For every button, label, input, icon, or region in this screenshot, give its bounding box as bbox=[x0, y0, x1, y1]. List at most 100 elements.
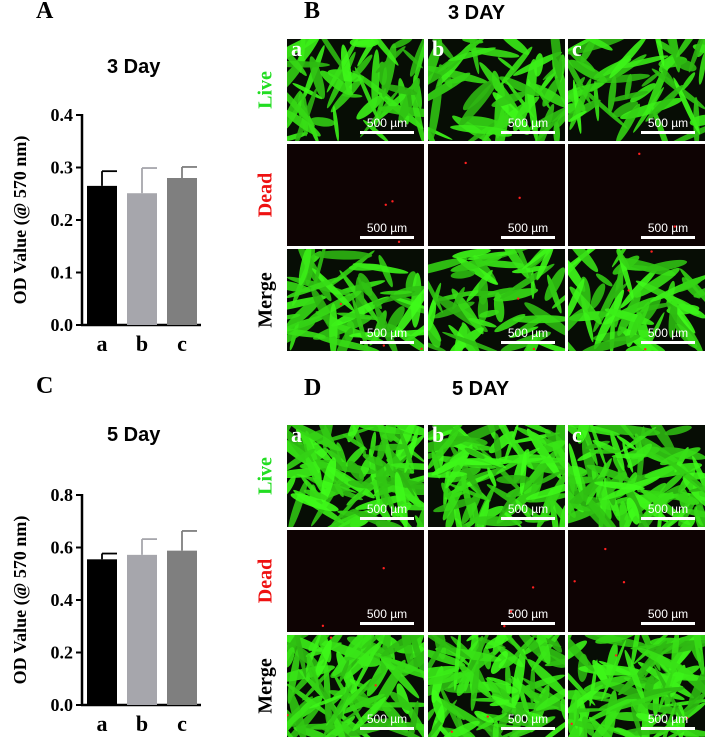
x-category-label: a bbox=[97, 711, 108, 736]
scale-bar-label: 500 µm bbox=[507, 116, 549, 130]
scale-bar-label: 500 µm bbox=[507, 712, 549, 726]
column-label: a bbox=[291, 425, 302, 447]
micrograph-dead-c: 500 µm bbox=[568, 530, 705, 632]
scale-bar: 500 µm bbox=[501, 222, 555, 239]
scale-bar-line bbox=[501, 727, 555, 730]
row-label-dead: Dead bbox=[254, 172, 277, 218]
scale-bar-line bbox=[360, 622, 414, 625]
scale-bar-label: 500 µm bbox=[366, 326, 408, 340]
micrograph-live-c: c 500 µm bbox=[568, 39, 705, 141]
panel-letter-d: D bbox=[304, 375, 322, 401]
y-tick-label: 0.0 bbox=[51, 315, 74, 335]
scale-bar: 500 µm bbox=[641, 117, 695, 134]
panel-letter-a: A bbox=[36, 0, 54, 24]
scale-bar-label: 500 µm bbox=[366, 502, 408, 516]
row-label-dead: Dead bbox=[254, 558, 277, 604]
chart-title-3-day: 3 Day bbox=[107, 56, 161, 78]
scale-bar-line bbox=[641, 622, 695, 625]
scale-bar: 500 µm bbox=[360, 222, 414, 239]
scale-bar-line bbox=[360, 236, 414, 239]
scale-bar: 500 µm bbox=[360, 608, 414, 625]
scale-bar: 500 µm bbox=[501, 608, 555, 625]
x-category-label: b bbox=[136, 331, 148, 356]
row-label-live: Live bbox=[254, 457, 277, 495]
scale-bar-label: 500 µm bbox=[366, 221, 408, 235]
panel-letter-c: C bbox=[36, 373, 54, 399]
bar-b bbox=[127, 193, 157, 325]
micrograph-live-a: a 500 µm bbox=[287, 425, 424, 527]
micrograph-dead-a: 500 µm bbox=[287, 530, 424, 632]
micrograph-dead-b: 500 µm bbox=[428, 530, 565, 632]
scale-bar: 500 µm bbox=[641, 713, 695, 730]
x-category-label: c bbox=[177, 711, 187, 736]
scale-bar-label: 500 µm bbox=[647, 502, 689, 516]
scale-bar: 500 µm bbox=[501, 327, 555, 344]
scale-bar-label: 500 µm bbox=[366, 712, 408, 726]
scale-bar-line bbox=[501, 131, 555, 134]
scale-bar-line bbox=[501, 341, 555, 344]
scale-bar: 500 µm bbox=[641, 503, 695, 520]
scale-bar-label: 500 µm bbox=[507, 221, 549, 235]
scale-bar-line bbox=[501, 236, 555, 239]
x-category-label: a bbox=[97, 331, 108, 356]
scale-bar-line bbox=[641, 341, 695, 344]
row-label-live: Live bbox=[254, 71, 277, 109]
bar-chart-5-day: OD Value (@ 570 nm) 0.0 0.2 0.4 0.6 0.8 a b c bbox=[10, 485, 201, 736]
scale-bar-line bbox=[360, 727, 414, 730]
grid-title-3-day: 3 DAY bbox=[448, 2, 506, 24]
scale-bar-line bbox=[641, 517, 695, 520]
scale-bar-label: 500 µm bbox=[647, 326, 689, 340]
micrograph-live-a: a 500 µm bbox=[287, 39, 424, 141]
scale-bar-line bbox=[641, 236, 695, 239]
micrograph-dead-a: 500 µm bbox=[287, 144, 424, 246]
y-axis-label: OD Value (@ 570 nm) bbox=[10, 136, 31, 305]
column-label: c bbox=[572, 425, 582, 447]
y-tick-label: 0.8 bbox=[51, 485, 74, 505]
row-label-merge: Merge bbox=[254, 272, 277, 328]
y-tick-label: 0.6 bbox=[51, 538, 74, 558]
column-label: b bbox=[432, 425, 445, 447]
bar-a bbox=[87, 559, 117, 705]
y-tick-label: 0.0 bbox=[51, 695, 74, 715]
micrograph-merge-a: 500 µm bbox=[287, 249, 424, 351]
scale-bar-label: 500 µm bbox=[647, 712, 689, 726]
scale-bar-line bbox=[501, 517, 555, 520]
scale-bar-line bbox=[641, 727, 695, 730]
bar-c bbox=[167, 550, 197, 705]
micrograph-merge-b: 500 µm bbox=[428, 249, 565, 351]
scale-bar: 500 µm bbox=[360, 713, 414, 730]
micrograph-dead-b: 500 µm bbox=[428, 144, 565, 246]
scale-bar-label: 500 µm bbox=[647, 116, 689, 130]
x-category-label: c bbox=[177, 331, 187, 356]
scale-bar-line bbox=[360, 341, 414, 344]
micrograph-live-c: c 500 µm bbox=[568, 425, 705, 527]
micrograph-merge-c: 500 µm bbox=[568, 635, 705, 737]
scale-bar-label: 500 µm bbox=[647, 607, 689, 621]
scale-bar-label: 500 µm bbox=[647, 221, 689, 235]
scale-bar-label: 500 µm bbox=[507, 502, 549, 516]
micrograph-merge-c: 500 µm bbox=[568, 249, 705, 351]
scale-bar: 500 µm bbox=[501, 117, 555, 134]
scale-bar-line bbox=[360, 517, 414, 520]
scale-bar: 500 µm bbox=[360, 503, 414, 520]
scale-bar: 500 µm bbox=[641, 327, 695, 344]
bar-c bbox=[167, 178, 197, 325]
bar-chart-3-day: OD Value (@ 570 nm) 0.0 0.1 0.2 0.3 0.4 a b c bbox=[10, 105, 201, 356]
scale-bar-line bbox=[641, 131, 695, 134]
x-category-label: b bbox=[136, 711, 148, 736]
scale-bar: 500 µm bbox=[641, 222, 695, 239]
grid-title-5-day: 5 DAY bbox=[452, 378, 510, 400]
y-tick-label: 0.4 bbox=[51, 105, 74, 125]
scale-bar: 500 µm bbox=[360, 327, 414, 344]
y-tick-label: 0.2 bbox=[51, 643, 74, 663]
y-tick-label: 0.4 bbox=[51, 590, 74, 610]
micrograph-merge-b: 500 µm bbox=[428, 635, 565, 737]
y-axis-label: OD Value (@ 570 nm) bbox=[10, 516, 31, 685]
micrograph-live-b: b 500 µm bbox=[428, 39, 565, 141]
y-tick-label: 0.1 bbox=[51, 263, 74, 283]
bar-b bbox=[127, 554, 157, 705]
scale-bar-label: 500 µm bbox=[366, 116, 408, 130]
micrograph-dead-c: 500 µm bbox=[568, 144, 705, 246]
micrograph-merge-a: 500 µm bbox=[287, 635, 424, 737]
column-label: a bbox=[291, 39, 302, 61]
